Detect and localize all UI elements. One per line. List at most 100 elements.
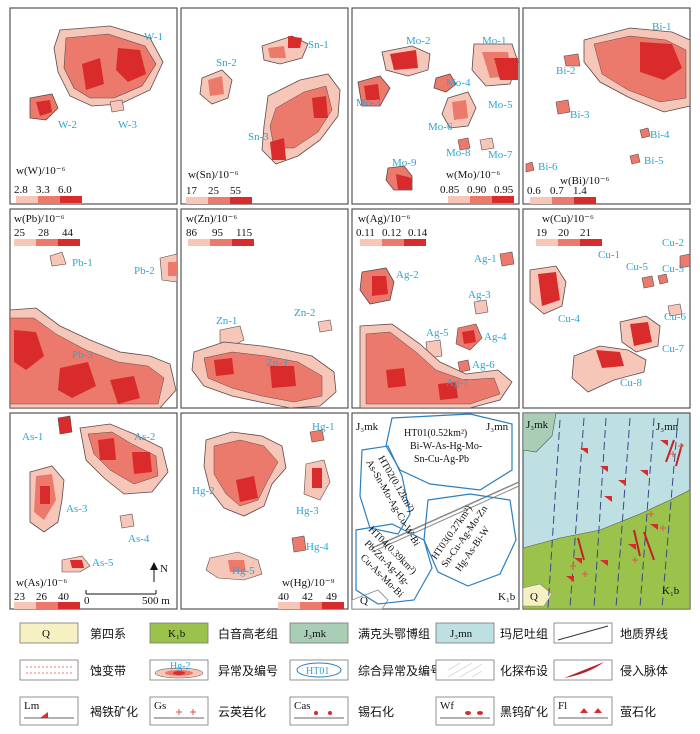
anomaly-label: Mo-7 (488, 149, 513, 161)
anomaly-label: Bi-2 (556, 65, 576, 77)
element-label: w(Sn)/10⁻⁶ (188, 169, 239, 181)
threshold-label: 0.11 (356, 227, 375, 239)
anomaly-hg-3 (303, 459, 331, 501)
color-ramp (14, 602, 80, 609)
unit-label: K₁b (662, 585, 680, 597)
legend-symbol: J₃mn (450, 628, 473, 640)
ht01-label: Bi-W-As-Hg-Mo- (410, 441, 482, 452)
panel-sn: Sn-1 Sn-2 Sn-3 w(Sn)/10⁻⁶ 17 25 55 (180, 7, 349, 205)
anomaly-label: Cu-7 (662, 343, 685, 355)
anomaly-label: As-4 (128, 533, 150, 545)
anomaly-bi-4 (639, 127, 651, 139)
anomaly-mo-1 (471, 43, 519, 87)
anomaly-hg-4 (291, 535, 307, 553)
unit-label: J₃mk (526, 419, 549, 431)
color-ramp (448, 196, 514, 203)
legend-label: 满克头鄂博组 (358, 626, 430, 641)
threshold-label: 26 (36, 591, 48, 603)
anomaly-label: Pb-3 (72, 349, 93, 361)
anomaly-label: Mo-8 (446, 147, 471, 159)
anomaly-label: Pb-2 (134, 265, 155, 277)
anomaly-as-2 (79, 423, 169, 495)
anomaly-label: Ag-7 (446, 377, 469, 389)
anomaly-cu-5 (641, 275, 655, 289)
legend-symbol: HT01 (306, 666, 329, 677)
color-ramp (186, 197, 252, 204)
anomaly-cu-3 (657, 273, 669, 285)
legend-item-limonite: Lm 褐铁矿化 (19, 696, 138, 726)
panel-zn: w(Zn)/10⁻⁶ 86 95 115 Zn-1 Zn-2 Zn-3 (180, 208, 349, 409)
anomaly-label: Zn-3 (266, 357, 288, 369)
legend-item-wolframite: Wf 黑钨矿化 (435, 696, 548, 726)
legend-item-composite: HT01 综合异常及编号 (289, 659, 442, 681)
legend-symbol: Gs (154, 700, 166, 712)
anomaly-hg-5 (205, 551, 263, 581)
anomaly-cu-2 (679, 253, 691, 269)
anomaly-label: Hg-5 (232, 565, 255, 577)
threshold-label: 0.95 (494, 184, 514, 196)
legend-label: 褐铁矿化 (90, 704, 138, 719)
panel-hg: Hg-1 Hg-2 Hg-3 Hg-4 Hg-5 w(Hg)/10⁻⁹ 40 4… (180, 412, 349, 610)
ht01-label: HT01(0.52km²) (404, 428, 467, 439)
threshold-label: 25 (14, 227, 26, 239)
anomaly-hg-1 (309, 429, 325, 443)
panel-as: As-1 As-2 As-3 As-4 As-5 w(As)/10⁻⁶ 23 2… (9, 412, 178, 610)
anomaly-mo-4 (433, 73, 457, 93)
legend-symbol: Lm (24, 700, 40, 712)
anomaly-label: Ag-6 (472, 359, 495, 371)
threshold-label: 1.4 (573, 185, 587, 197)
anomaly-label: Sn-1 (308, 39, 329, 51)
anomaly-label: Sn-2 (216, 57, 237, 69)
threshold-label: 6.0 (58, 184, 72, 196)
fluorite-crosses (570, 443, 684, 577)
anomaly-bi-6 (525, 161, 535, 173)
legend-symbol: K₁b (168, 628, 186, 640)
anomaly-label: Cu-1 (598, 249, 620, 261)
threshold-label: 55 (230, 185, 242, 197)
anomaly-label: Zn-2 (294, 307, 315, 319)
anomaly-bi-2 (563, 53, 581, 67)
anomaly-bi-1 (583, 27, 691, 113)
legend-item-greisen: Gs 云英岩化 (149, 696, 266, 726)
anomaly-as-4 (119, 513, 135, 529)
anomaly-label: Hg-4 (306, 541, 329, 553)
dashed-lineaments (547, 417, 679, 609)
anomaly-label: Cu-2 (662, 237, 684, 249)
anomaly-label: Bi-1 (652, 21, 672, 33)
alteration-markers (566, 440, 668, 582)
legend-symbol: Hg-2 (170, 661, 191, 672)
anomaly-label: Mo-1 (482, 35, 506, 47)
anomaly-label: Cu-6 (664, 311, 687, 323)
legend-item-j3mn: J₃mn 玛尼吐组 (435, 622, 548, 644)
ht02-outline (359, 445, 411, 535)
ht03-outline (423, 493, 517, 587)
panel-ag: w(Ag)/10⁻⁶ 0.11 0.12 0.14 Ag-1 Ag-2 Ag- (351, 208, 520, 409)
color-ramp (530, 197, 596, 204)
anomaly-as-1 (57, 415, 73, 435)
anomaly-label: Bi-4 (650, 129, 670, 141)
legend-item-fluorite: Fl 萤石化 (553, 696, 656, 726)
legend-label: 综合异常及编号 (358, 663, 442, 678)
anomaly-label: Bi-3 (570, 109, 590, 121)
anomaly-sn-1 (261, 35, 309, 65)
legend-item-k1b: K₁b 白音高老组 (149, 622, 278, 644)
scale-end: 500 m (142, 595, 170, 607)
anomaly-as-3 (29, 465, 65, 533)
anomaly-pb-2 (159, 253, 178, 283)
panel-mo: Mo-2 Mo-1 Mo-3 Mo-4 Mo-5 Mo-6 Mo-7 Mo-8 … (351, 7, 520, 205)
legend-item-boundary: 地质界线 (553, 622, 668, 644)
legend-label: 云英岩化 (218, 704, 266, 719)
scale-start: 0 (84, 595, 90, 607)
legend-label: 白音高老组 (218, 626, 278, 641)
element-label: w(Mo)/10⁻⁶ (446, 169, 500, 181)
anomaly-label: W-2 (58, 119, 77, 131)
anomaly-ag-3 (473, 299, 489, 315)
panel-composite: J₃mk J₃mn Q K₁b HT01(0.52km²) Bi-W-As-Hg… (351, 412, 520, 610)
geologic-boundary (371, 481, 520, 549)
geologic-boundary (371, 485, 520, 553)
legend-item-quaternary: Q 第四系 (19, 622, 126, 644)
panel-pb: w(Pb)/10⁻⁶ 25 28 44 Pb-1 Pb-2 Pb-3 (9, 208, 178, 409)
panel-composite-frame (351, 412, 520, 610)
threshold-label: 21 (580, 227, 591, 239)
legend-symbol: Q (42, 628, 50, 640)
